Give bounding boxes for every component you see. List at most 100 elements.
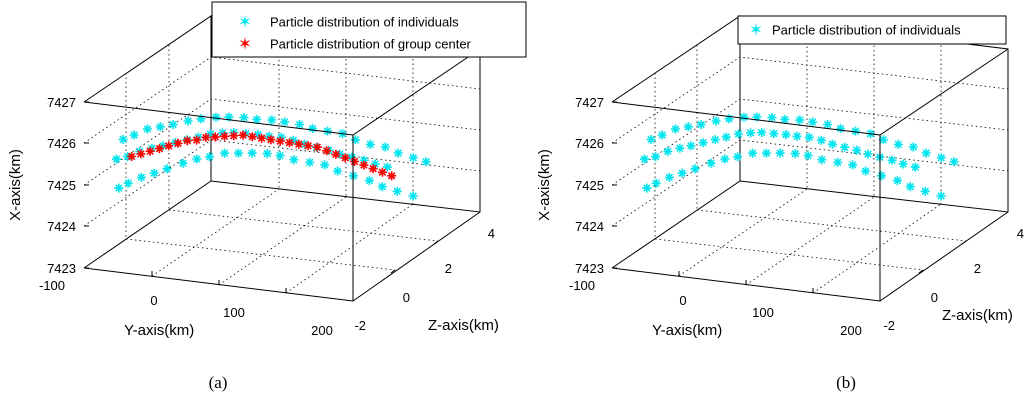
data-point [686,141,696,151]
x-tick-labels: -100 0 100 200 [569,278,862,338]
data-point [887,155,897,165]
data-point [295,120,305,129]
data-point [905,182,915,192]
legend: ✶ Particle distribution of individuals [737,15,1007,45]
data-point [720,154,730,164]
data-point [733,152,743,162]
data-point [220,148,230,158]
data-point [178,158,188,168]
data-point [142,124,152,134]
scatter-points-b [640,112,959,201]
data-point [247,148,257,158]
data-point [333,166,343,176]
data-point [218,128,228,138]
data-point [118,135,128,144]
z-tick-labels: 7423 7424 7425 7426 7427 [47,95,76,276]
tick-label: 2 [974,261,981,276]
data-point [196,114,206,124]
back-walls [611,15,1009,269]
data-point [663,146,673,156]
data-point [816,135,826,145]
data-point [775,148,785,158]
data-point [823,120,833,129]
data-point [365,139,375,149]
tick-label: 7427 [575,95,604,110]
data-point [863,149,873,159]
data-point [210,132,220,142]
data-point [851,126,860,136]
data-point [670,124,680,134]
data-point [698,138,708,148]
axis-label-y: Z-axis(km) [942,307,1013,324]
data-point [173,138,183,148]
axis-label-z: X-axis(km) [536,149,553,221]
data-point [164,141,174,151]
data-point [305,157,315,167]
data-point [308,124,317,133]
data-point [651,152,661,162]
x-tick-labels: -100 0 100 200 [39,278,333,338]
axis-ticks [612,101,967,293]
data-point [833,157,843,167]
data-point [294,139,304,149]
data-point [135,146,145,156]
data-point [769,129,779,139]
data-point [320,160,330,170]
data-point [233,148,243,158]
data-point [149,168,159,178]
tick-label: -2 [354,318,366,333]
data-point [780,115,790,124]
data-point [136,172,146,182]
data-point [908,142,918,152]
data-point [206,129,215,139]
data-point [734,129,743,139]
z-tick-labels: 7423 7424 7425 7426 7427 [575,95,604,276]
data-point [182,136,192,146]
tick-label: 7425 [575,178,604,193]
data-point [646,135,656,144]
data-point [377,182,387,192]
data-point [724,114,734,124]
data-point [370,159,380,169]
tick-label: 100 [752,305,774,320]
data-point [651,178,661,188]
data-point [239,113,249,123]
legend-marker-icon: ✶ [749,21,763,40]
data-point [920,186,930,196]
data-point [392,186,402,196]
tick-label: -100 [39,278,65,293]
axis-label-x: Y-axis(km) [124,322,194,339]
data-point [192,135,202,145]
axis-ticks [84,101,439,293]
data-point [393,148,403,158]
tick-label: 0 [679,293,686,308]
data-point [936,153,946,163]
data-point [739,112,749,122]
data-point [350,135,360,145]
axis-label-z: X-axis(km) [7,149,24,221]
data-point [229,131,239,141]
data-point [827,139,837,149]
data-point [893,139,903,149]
data-point [848,160,858,170]
data-point [303,141,313,151]
y-tick-labels: -2 0 2 4 [883,226,1024,333]
data-point [836,124,845,133]
gridlines [611,24,1009,294]
data-point [275,151,285,161]
legend-marker-icon: ✶ [238,35,252,54]
data-point [683,122,693,132]
data-point [664,172,674,182]
data-point [746,128,756,138]
data-point [322,146,332,156]
data-point [817,155,827,165]
tick-label: 2 [445,261,452,276]
data-point [162,164,172,174]
data-point [795,115,805,125]
data-point [266,135,276,145]
tick-label: 7423 [575,261,604,276]
legend-marker-icon: ✶ [238,13,252,32]
data-point [323,126,332,136]
data-point [748,148,758,158]
